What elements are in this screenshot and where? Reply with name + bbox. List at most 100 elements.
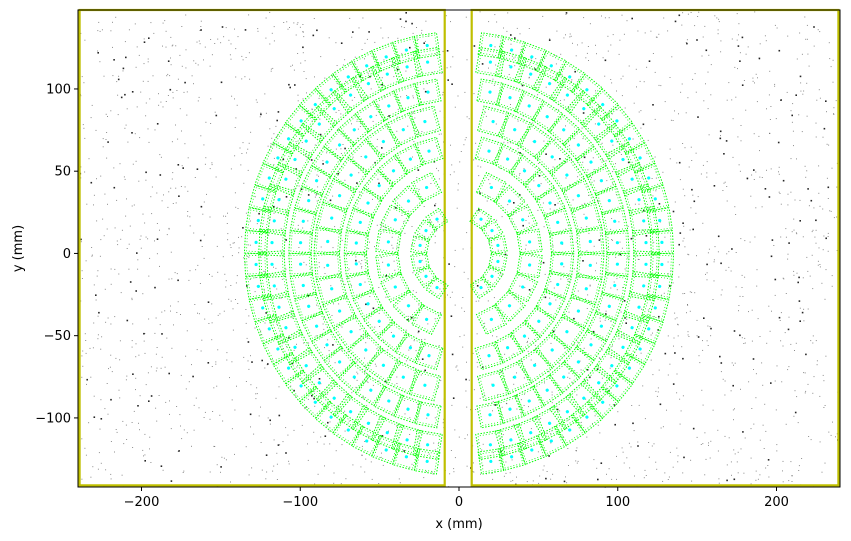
background-hit — [90, 376, 92, 378]
background-hit — [517, 120, 519, 122]
background-hit — [660, 85, 662, 87]
background-hit — [644, 469, 646, 471]
background-hit — [298, 143, 300, 145]
background-hit — [165, 401, 167, 403]
background-hit — [161, 311, 163, 313]
background-hit — [82, 365, 84, 367]
background-hit — [832, 421, 833, 423]
module-center — [565, 173, 569, 177]
detector-module — [300, 364, 338, 402]
background-hit — [653, 443, 655, 445]
background-hit — [776, 444, 778, 446]
module-inner-outline — [287, 107, 315, 135]
module-center — [386, 240, 390, 244]
background-hit — [702, 340, 703, 342]
background-hit — [589, 285, 591, 287]
background-hit — [819, 31, 821, 33]
background-hit — [586, 250, 588, 252]
background-hit — [452, 56, 454, 58]
background-hit — [297, 94, 299, 96]
background-hit — [637, 441, 639, 443]
background-hit — [394, 269, 396, 271]
background-hit — [483, 326, 485, 328]
module-center — [545, 115, 549, 119]
background-hit — [803, 90, 805, 92]
background-hit — [315, 335, 317, 337]
background-hit — [235, 206, 237, 208]
background-hit — [156, 367, 158, 369]
background-hit — [705, 273, 706, 275]
background-hit — [450, 315, 453, 317]
module-inner-outline — [551, 253, 573, 275]
background-hit — [637, 445, 639, 447]
background-hit — [307, 220, 309, 222]
background-hit — [203, 59, 204, 61]
detector-module — [313, 250, 343, 280]
background-hit — [333, 482, 335, 484]
background-hit — [285, 239, 287, 241]
background-hit — [117, 94, 119, 96]
background-hit — [473, 471, 475, 473]
background-hit — [682, 12, 684, 14]
background-hit — [709, 326, 711, 328]
module-center — [584, 287, 588, 291]
module-center — [317, 122, 321, 126]
background-hit — [276, 288, 278, 290]
background-hit — [538, 175, 541, 177]
background-hit — [421, 29, 423, 31]
background-hit — [440, 133, 442, 135]
background-hit — [515, 396, 517, 397]
background-hit — [99, 61, 101, 63]
background-hit — [793, 274, 795, 276]
detector-module — [594, 291, 625, 322]
background-hit — [231, 95, 233, 97]
background-hit — [358, 261, 360, 263]
background-hit — [808, 65, 810, 67]
detector-module — [516, 228, 543, 256]
background-hit — [822, 374, 824, 376]
module-center — [267, 176, 271, 180]
module-center — [346, 75, 350, 79]
module-center — [491, 119, 495, 124]
background-hit — [667, 30, 669, 32]
background-hit — [88, 158, 90, 160]
background-hit — [567, 376, 569, 378]
background-hit — [737, 472, 739, 474]
background-hit — [102, 146, 104, 148]
background-hit — [611, 345, 613, 347]
background-hit — [748, 381, 750, 383]
module-center — [513, 375, 517, 379]
background-hit — [662, 171, 664, 173]
background-hit — [682, 395, 684, 397]
background-hit — [199, 283, 201, 284]
background-hit — [116, 81, 118, 83]
background-hit — [430, 183, 432, 184]
background-hit — [230, 43, 232, 45]
background-hit — [349, 17, 351, 19]
detector-module — [371, 41, 402, 72]
module-outline — [614, 310, 650, 345]
background-hit — [405, 329, 407, 331]
background-hit — [719, 130, 722, 133]
module-outline — [337, 360, 371, 394]
module-inner-outline — [603, 372, 631, 400]
module-center — [391, 334, 396, 338]
background-hit — [497, 249, 499, 251]
module-center — [630, 177, 634, 181]
background-hit — [799, 75, 802, 78]
module-inner-outline — [373, 437, 399, 463]
background-hit — [317, 186, 319, 188]
background-hit — [801, 311, 804, 314]
background-hit — [219, 313, 221, 315]
background-hit — [205, 157, 207, 159]
background-hit — [647, 309, 649, 311]
module-center — [365, 439, 369, 443]
module-center — [521, 285, 525, 289]
background-hit — [354, 358, 356, 360]
background-hit — [179, 108, 181, 110]
module-center — [384, 55, 388, 59]
module-outline — [300, 364, 338, 402]
background-hit — [97, 315, 99, 317]
module-center — [364, 155, 368, 159]
background-hit — [468, 379, 470, 381]
